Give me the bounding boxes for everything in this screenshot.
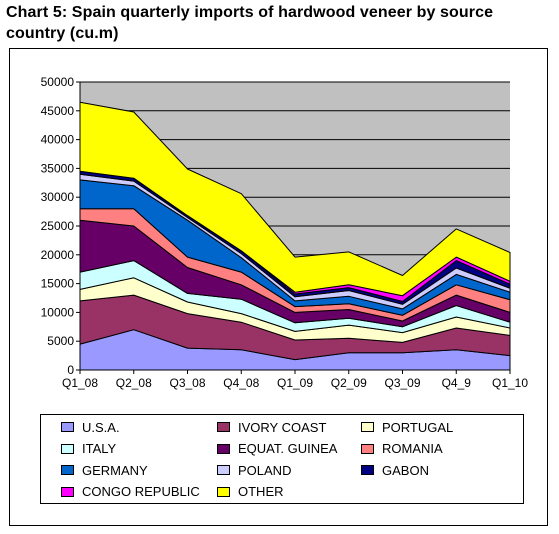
- y-tick-label: 50000: [41, 75, 75, 89]
- legend-label: EQUAT. GUINEA: [238, 441, 338, 456]
- y-tick-label: 45000: [41, 104, 75, 118]
- legend-label: ITALY: [82, 441, 117, 456]
- x-tick-label: Q4_9: [442, 376, 472, 390]
- legend-label: OTHER: [238, 484, 284, 499]
- y-tick-label: 15000: [41, 277, 75, 291]
- legend-swatch: [217, 465, 230, 475]
- legend-item: OTHER: [217, 483, 284, 501]
- legend-swatch: [217, 422, 230, 432]
- legend-label: GABON: [382, 462, 429, 478]
- x-tick-label: Q3_09: [384, 376, 420, 390]
- x-tick-label: Q3_08: [169, 376, 205, 390]
- x-tick-label: Q1_10: [492, 376, 528, 390]
- y-tick-label: 5000: [47, 334, 74, 348]
- legend-item: U.S.A.: [61, 418, 120, 436]
- legend-item: GABON: [361, 461, 429, 479]
- y-tick-label: 30000: [41, 190, 75, 204]
- chart-legend: U.S.A. IVORY COAST PORTUGAL ITALY EQUAT. GUI…: [40, 414, 524, 504]
- legend-item: POLAND: [217, 461, 291, 479]
- legend-swatch: [361, 443, 374, 454]
- legend-item: GERMANY: [61, 461, 148, 479]
- y-tick-label: 0: [67, 363, 74, 377]
- y-tick-label: 35000: [41, 161, 75, 175]
- legend-item: PORTUGAL: [361, 418, 453, 436]
- y-tick-label: 10000: [41, 305, 75, 319]
- legend-swatch: [361, 465, 374, 475]
- legend-item: EQUAT. GUINEA: [217, 440, 337, 458]
- legend-label: IVORY COAST: [238, 419, 327, 435]
- legend-swatch: [61, 486, 74, 497]
- legend-label: GERMANY: [82, 462, 148, 478]
- x-tick-label: Q2_09: [331, 376, 367, 390]
- legend-label: CONGO REPUBLIC: [82, 484, 200, 499]
- legend-swatch: [217, 486, 230, 497]
- y-tick-label: 25000: [41, 219, 75, 233]
- legend-swatch: [61, 443, 74, 454]
- legend-swatch: [61, 422, 74, 432]
- x-tick-label: Q2_08: [116, 376, 152, 390]
- legend-item: IVORY COAST: [217, 418, 326, 436]
- legend-label: U.S.A.: [82, 419, 120, 435]
- legend-swatch: [217, 443, 230, 454]
- x-tick-label: Q1_08: [62, 376, 98, 390]
- y-tick-label: 20000: [41, 248, 75, 262]
- y-tick-label: 40000: [41, 133, 75, 147]
- chart-frame: [9, 48, 548, 526]
- legend-label: ROMANIA: [382, 441, 443, 456]
- legend-item: CONGO REPUBLIC: [61, 483, 200, 501]
- area-series-other: [79, 101, 511, 297]
- legend-label: POLAND: [238, 462, 292, 478]
- x-tick-label: Q1_09: [277, 376, 313, 390]
- legend-swatch: [61, 465, 74, 475]
- legend-swatch: [361, 422, 374, 432]
- legend-item: ROMANIA: [361, 440, 443, 458]
- legend-item: ITALY: [61, 440, 116, 458]
- x-tick-label: Q4_08: [223, 376, 259, 390]
- chart-title: Chart 5: Spain quarterly imports of hard…: [6, 4, 494, 42]
- legend-label: PORTUGAL: [382, 419, 454, 435]
